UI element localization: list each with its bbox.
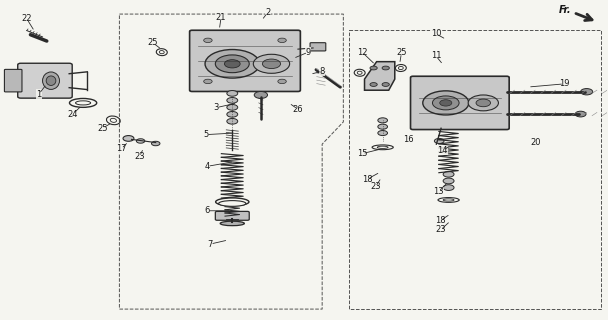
- Ellipse shape: [110, 118, 117, 122]
- Circle shape: [581, 89, 593, 95]
- Circle shape: [263, 59, 280, 68]
- Text: 25: 25: [97, 124, 108, 133]
- Circle shape: [468, 95, 499, 111]
- Text: 23: 23: [370, 182, 381, 191]
- Circle shape: [443, 178, 454, 184]
- Circle shape: [136, 139, 145, 143]
- Circle shape: [227, 91, 238, 96]
- Circle shape: [378, 124, 387, 129]
- Circle shape: [382, 66, 389, 70]
- Circle shape: [227, 105, 238, 110]
- Text: 21: 21: [216, 13, 226, 22]
- FancyBboxPatch shape: [4, 69, 22, 92]
- Circle shape: [378, 118, 387, 123]
- Text: 7: 7: [207, 240, 213, 249]
- Text: 23: 23: [435, 225, 446, 234]
- Text: 17: 17: [116, 144, 126, 153]
- Text: 6: 6: [204, 206, 210, 215]
- Ellipse shape: [358, 71, 362, 74]
- Text: 18: 18: [435, 216, 446, 225]
- Text: 22: 22: [21, 14, 32, 23]
- Ellipse shape: [69, 99, 97, 107]
- Circle shape: [278, 79, 286, 84]
- Text: 5: 5: [203, 130, 209, 139]
- Text: 4: 4: [204, 162, 210, 171]
- FancyBboxPatch shape: [215, 212, 249, 220]
- FancyBboxPatch shape: [410, 76, 509, 130]
- Text: 10: 10: [430, 29, 441, 38]
- Circle shape: [382, 83, 389, 86]
- Text: Fr.: Fr.: [559, 5, 572, 15]
- Circle shape: [151, 141, 160, 146]
- Circle shape: [254, 54, 289, 73]
- Ellipse shape: [372, 145, 393, 150]
- Ellipse shape: [220, 221, 244, 226]
- Ellipse shape: [398, 67, 403, 69]
- Ellipse shape: [43, 72, 60, 89]
- Ellipse shape: [354, 69, 365, 76]
- Ellipse shape: [377, 146, 388, 148]
- Ellipse shape: [159, 51, 164, 54]
- Text: 14: 14: [437, 146, 448, 155]
- Ellipse shape: [395, 65, 406, 71]
- Circle shape: [370, 83, 377, 86]
- Ellipse shape: [156, 49, 167, 56]
- Ellipse shape: [46, 76, 56, 85]
- FancyBboxPatch shape: [18, 63, 72, 98]
- Circle shape: [204, 38, 212, 43]
- Polygon shape: [365, 62, 395, 90]
- Text: 24: 24: [67, 109, 78, 118]
- Circle shape: [440, 100, 452, 106]
- Circle shape: [370, 66, 377, 70]
- Circle shape: [254, 92, 268, 99]
- Circle shape: [204, 79, 212, 84]
- Ellipse shape: [216, 198, 249, 206]
- Text: 16: 16: [402, 135, 413, 144]
- Text: 18: 18: [362, 174, 373, 184]
- Text: 25: 25: [396, 48, 407, 57]
- Text: 15: 15: [357, 149, 367, 158]
- Circle shape: [443, 185, 454, 190]
- Circle shape: [224, 60, 240, 68]
- FancyBboxPatch shape: [190, 30, 300, 92]
- Text: 1: 1: [36, 90, 41, 99]
- Circle shape: [227, 111, 238, 117]
- Ellipse shape: [106, 116, 120, 125]
- Text: 3: 3: [213, 103, 219, 112]
- Circle shape: [432, 96, 459, 110]
- Ellipse shape: [443, 199, 454, 201]
- Text: 12: 12: [357, 48, 367, 57]
- Text: 2: 2: [265, 8, 271, 17]
- Text: 9: 9: [306, 48, 311, 57]
- Ellipse shape: [75, 101, 91, 105]
- FancyBboxPatch shape: [310, 43, 326, 51]
- Circle shape: [378, 131, 387, 136]
- Text: 26: 26: [292, 105, 303, 114]
- Text: 19: 19: [559, 79, 570, 88]
- Ellipse shape: [219, 201, 246, 206]
- Text: 25: 25: [148, 38, 158, 47]
- Circle shape: [575, 111, 586, 117]
- Circle shape: [476, 99, 491, 107]
- Circle shape: [215, 55, 249, 73]
- Circle shape: [443, 172, 454, 177]
- Text: 8: 8: [319, 67, 325, 76]
- Circle shape: [227, 118, 238, 124]
- Text: 23: 23: [134, 152, 145, 161]
- Circle shape: [423, 91, 469, 115]
- Text: 20: 20: [530, 138, 541, 147]
- Text: 11: 11: [430, 52, 441, 60]
- Circle shape: [205, 50, 260, 78]
- Circle shape: [278, 38, 286, 43]
- Circle shape: [123, 136, 134, 141]
- Circle shape: [227, 98, 238, 103]
- Circle shape: [434, 139, 444, 143]
- Ellipse shape: [438, 197, 459, 202]
- Text: 13: 13: [433, 187, 444, 196]
